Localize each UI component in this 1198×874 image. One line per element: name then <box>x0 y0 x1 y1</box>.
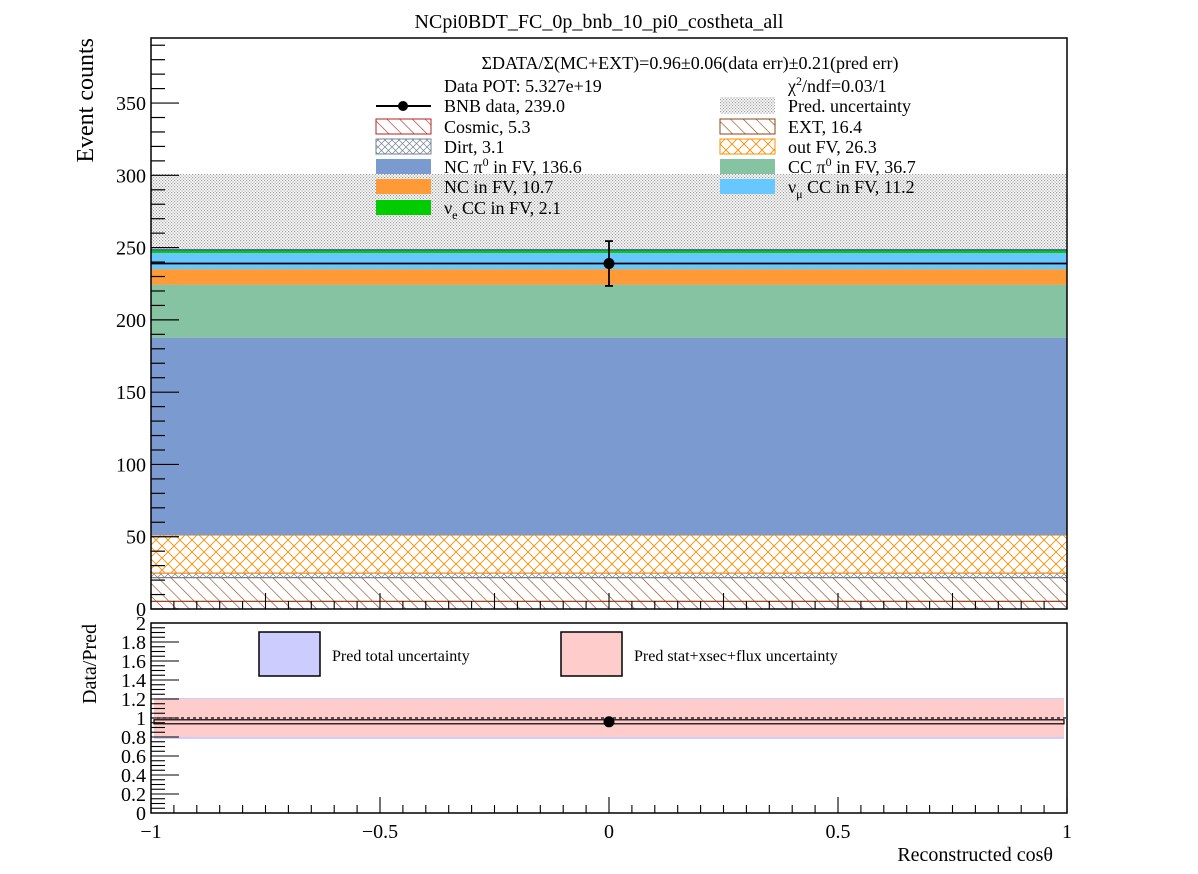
svg-text:BNB data, 239.0: BNB data, 239.0 <box>444 96 565 116</box>
svg-text:Pred total uncertainty: Pred total uncertainty <box>332 648 470 665</box>
ratio-y-tick-label: 1.8 <box>121 632 146 654</box>
legend-entry-nc-pi0: NC π0 in FV, 136.6 <box>376 155 582 177</box>
top-legend: ΣDATA/Σ(MC+EXT)=0.96±0.06(data err)±0.21… <box>375 53 916 222</box>
svg-text:νμ CC in FV, 11.2: νμ CC in FV, 11.2 <box>788 177 915 201</box>
stack-bar-out-fv <box>150 534 1068 574</box>
legend-ratio-header: ΣDATA/Σ(MC+EXT)=0.96±0.06(data err)±0.21… <box>482 53 899 74</box>
ratio-y-tick-label: 1.2 <box>121 689 146 711</box>
svg-text:out FV, 26.3: out FV, 26.3 <box>788 137 877 157</box>
ratio-y-tick-label: 0.8 <box>121 727 146 749</box>
ratio-plot-area: 00.20.40.60.811.21.41.61.82−1 −0.5 0 0.5 1 <box>121 613 1072 843</box>
legend-entry-dirt: Dirt, 3.1 <box>375 137 505 157</box>
ratio-legend: Pred total uncertainty Pred stat+xsec+fl… <box>258 631 838 677</box>
y-tick-label: 0 <box>136 599 146 621</box>
ratio-y-tick-label: 0.4 <box>121 765 146 787</box>
stack-bar-cc-0-in-fv <box>151 284 1067 338</box>
x-tick-label: −1 <box>140 821 161 843</box>
legend-entry-pred-uncertainty: Pred. uncertainty <box>720 96 911 116</box>
x-tick-label: 1 <box>1062 821 1072 843</box>
ratio-y-tick-label: 0.2 <box>121 784 146 806</box>
svg-text:Pred stat+xsec+flux uncertaint: Pred stat+xsec+flux uncertainty <box>634 648 838 665</box>
svg-text:Cosmic, 5.3: Cosmic, 5.3 <box>444 117 531 137</box>
svg-text:Pred. uncertainty: Pred. uncertainty <box>788 96 911 116</box>
svg-text:NC π0 in FV, 136.6: NC π0 in FV, 136.6 <box>444 155 582 177</box>
legend-data-pot: Data POT: 5.327e+19 <box>444 76 602 96</box>
legend-entry-pred-stat-xsec-flux: Pred stat+xsec+flux uncertainty <box>560 631 838 677</box>
y-tick-label: 300 <box>116 165 146 187</box>
legend-entry-nue-cc: νe CC in FV, 2.1 <box>376 198 561 222</box>
ratio-y-tick-label: 1.6 <box>121 651 146 673</box>
ratio-y-axis-label: Data/Pred <box>79 624 101 704</box>
ratio-y-tick-label: 2 <box>136 613 146 635</box>
stack-bar-nc-0-in-fv <box>151 337 1067 536</box>
svg-text:NC in FV, 10.7: NC in FV, 10.7 <box>444 177 553 197</box>
x-tick-label: −0.5 <box>362 821 398 843</box>
y-tick-label: 50 <box>126 527 146 549</box>
legend-entry-numu-cc: νμ CC in FV, 11.2 <box>720 177 915 201</box>
y-axis-label: Event counts <box>73 38 99 163</box>
top-plot-area: 0 50 100 150 200 250 300 350 <box>116 37 1068 621</box>
legend-entry-ext: EXT, 16.4 <box>719 117 862 137</box>
ratio-point <box>603 716 615 728</box>
stack-bar-dirt <box>150 572 1068 579</box>
ratio-y-tick-label: 0.6 <box>121 746 146 768</box>
y-tick-label: 250 <box>116 238 146 260</box>
chart-title: NCpi0BDT_FC_0p_bnb_10_pi0_costheta_all <box>415 11 784 33</box>
x-tick-label: 0.5 <box>826 821 851 843</box>
svg-text:νe CC in FV, 2.1: νe CC in FV, 2.1 <box>444 198 561 222</box>
ratio-y-tick-label: 0 <box>136 803 146 825</box>
y-tick-label: 350 <box>116 93 146 115</box>
legend-entry-cosmic: Cosmic, 5.3 <box>375 117 531 137</box>
legend-chi2: χ2/ndf=0.03/1 <box>787 74 887 96</box>
y-tick-label: 200 <box>116 310 146 332</box>
svg-text:Dirt, 3.1: Dirt, 3.1 <box>444 137 505 157</box>
legend-entry-pred-total-uncertainty: Pred total uncertainty <box>258 631 470 677</box>
svg-text:EXT, 16.4: EXT, 16.4 <box>788 117 862 137</box>
ratio-y-tick-label: 1 <box>136 708 146 730</box>
ratio-y-tick-label: 1.4 <box>121 670 146 692</box>
y-tick-label: 100 <box>116 454 146 476</box>
legend-entry-nc: NC in FV, 10.7 <box>376 177 553 197</box>
x-axis-label: Reconstructed cosθ <box>897 844 1053 866</box>
y-tick-label: 150 <box>116 382 146 404</box>
svg-text:CC π0 in FV, 36.7: CC π0 in FV, 36.7 <box>788 155 916 177</box>
legend-entry-cc-pi0: CC π0 in FV, 36.7 <box>720 155 916 177</box>
x-tick-label: 0 <box>604 821 614 843</box>
legend-entry-outfv: out FV, 26.3 <box>719 137 877 157</box>
legend-entry-data: BNB data, 239.0 <box>376 96 565 116</box>
data-point <box>603 258 615 270</box>
